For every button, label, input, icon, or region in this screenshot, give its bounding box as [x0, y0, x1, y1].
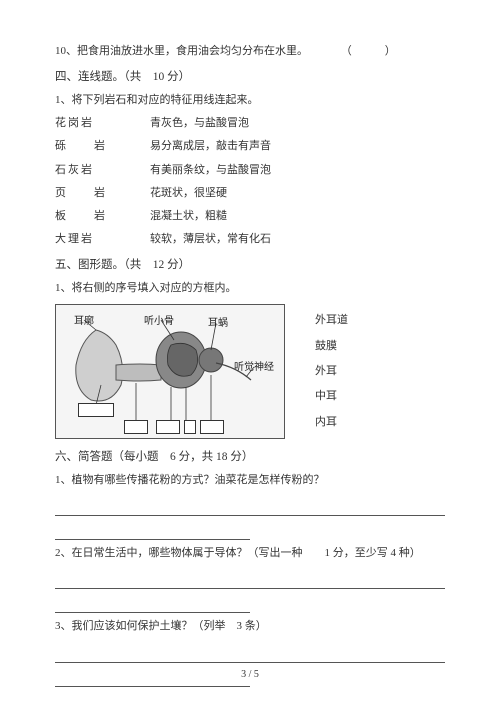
rock-desc: 有美丽条纹，与盐酸冒泡 — [150, 159, 445, 182]
answer-blank[interactable] — [55, 522, 250, 540]
answer-blank[interactable] — [55, 595, 250, 613]
diagram-option: 外耳道 — [315, 313, 348, 328]
diagram-label-tingxiaogu: 听小骨 — [144, 311, 174, 332]
diagram-label-tingjue: 听觉神经 — [234, 357, 274, 378]
section-5-q1: 1、将右侧的序号填入对应的方框内。 — [55, 277, 445, 300]
answer-blank[interactable] — [55, 645, 445, 663]
rock-name: 页 岩 — [55, 182, 150, 205]
rock-name: 石灰岩 — [55, 159, 150, 182]
q10-text: 10、把食用油放进水里，食用油会均匀分布在水里。 — [55, 45, 308, 57]
answer-blank[interactable] — [55, 498, 445, 516]
answer-box[interactable] — [200, 420, 224, 434]
rock-row: 花岗岩 青灰色，与盐酸冒泡 — [55, 112, 445, 135]
rock-row: 板 岩 混凝土状，粗糙 — [55, 205, 445, 228]
rock-name: 板 岩 — [55, 205, 150, 228]
answer-box[interactable] — [78, 403, 114, 417]
diagram-option: 鼓膜 — [315, 339, 348, 354]
question-10: 10、把食用油放进水里，食用油会均匀分布在水里。 （ ） — [55, 40, 445, 63]
q10-paren: （ ） — [341, 45, 396, 57]
section-6-q2: 2、在日常生活中，哪些物体属于导体？（写出一种 1 分，至少写 4 种） — [55, 542, 445, 565]
section-4-q1: 1、将下列岩石和对应的特征用线连起来。 — [55, 89, 445, 112]
diagram-label-column: 外耳道 鼓膜 外耳 中耳 内耳 — [315, 304, 348, 439]
ear-diagram: 耳廓 听小骨 耳蜗 听觉神经 — [55, 304, 285, 439]
diagram-option: 外耳 — [315, 364, 348, 379]
section-6-q1: 1、植物有哪些传播花粉的方式？油菜花是怎样传粉的？ — [55, 469, 445, 492]
rock-desc: 较软，薄层状，常有化石 — [150, 228, 445, 251]
rock-desc: 青灰色，与盐酸冒泡 — [150, 112, 445, 135]
rock-row: 砾 岩 易分离成层，敲击有声音 — [55, 135, 445, 158]
answer-box[interactable] — [184, 420, 196, 434]
diagram-option: 内耳 — [315, 415, 348, 430]
section-4-title: 四、连线题。（共 10 分） — [55, 65, 445, 89]
rock-name: 砾 岩 — [55, 135, 150, 158]
section-6-q3: 3、我们应该如何保护土壤？（列举 3 条） — [55, 615, 445, 638]
rock-name: 花岗岩 — [55, 112, 150, 135]
section-5-title: 五、图形题。（共 12 分） — [55, 253, 445, 277]
rock-row: 大理岩 较软，薄层状，常有化石 — [55, 228, 445, 251]
section-6-title: 六、简答题（每小题 6 分，共 18 分） — [55, 445, 445, 469]
page-footer: 3 / 5 — [0, 664, 500, 685]
diagram-row: 耳廓 听小骨 耳蜗 听觉神经 外耳道 鼓膜 外耳 中耳 内耳 — [55, 304, 445, 439]
rock-name: 大理岩 — [55, 228, 150, 251]
diagram-label-erwo: 耳蜗 — [208, 313, 228, 334]
diagram-option: 中耳 — [315, 389, 348, 404]
rock-row: 页 岩 花斑状，很坚硬 — [55, 182, 445, 205]
answer-blank[interactable] — [55, 571, 445, 589]
answer-box[interactable] — [156, 420, 180, 434]
rock-desc: 混凝土状，粗糙 — [150, 205, 445, 228]
rock-desc: 易分离成层，敲击有声音 — [150, 135, 445, 158]
answer-box[interactable] — [124, 420, 148, 434]
rock-desc: 花斑状，很坚硬 — [150, 182, 445, 205]
diagram-label-erkuo: 耳廓 — [74, 311, 94, 332]
rock-row: 石灰岩 有美丽条纹，与盐酸冒泡 — [55, 159, 445, 182]
